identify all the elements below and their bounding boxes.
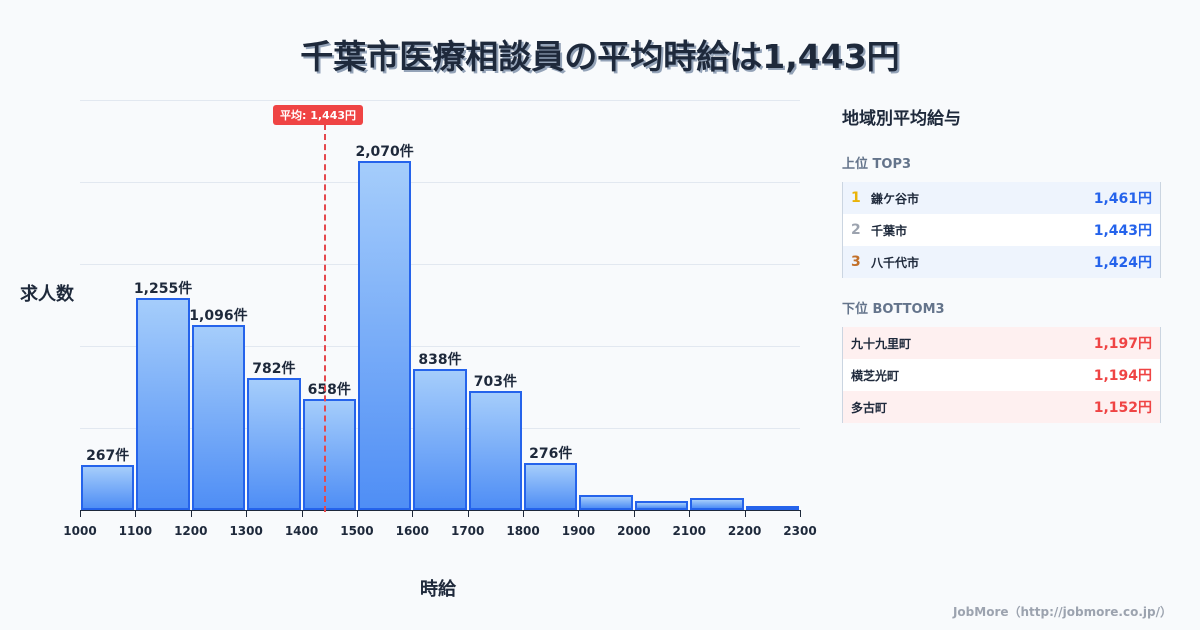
histogram-bar	[468, 391, 523, 510]
x-tick-label: 1500	[340, 524, 374, 538]
x-tick	[744, 510, 746, 517]
histogram-bar	[247, 378, 301, 510]
region-name: 千葉市	[871, 223, 908, 238]
bar-value-label: 276件	[529, 446, 573, 463]
x-tick-label: 1200	[174, 524, 208, 538]
x-tick-label: 2100	[672, 524, 706, 538]
x-tick-label: 1600	[395, 524, 429, 538]
top3-list: 1 鎌ケ谷市 1,461円 2 千葉市 1,443円 3 八千代市 1,424円	[842, 182, 1161, 278]
bottom3-title: 下位 BOTTOM3	[842, 302, 945, 317]
rank-number: 2	[851, 222, 861, 238]
bar-value-label: 782件	[252, 361, 296, 378]
region-name: 横芝光町	[851, 368, 900, 383]
regional-salary-panel: 地域別平均給与 上位 TOP3 1 鎌ケ谷市 1,461円 2 千葉市 1,443円 3 八千…	[842, 100, 1162, 443]
bottom3-list: 九十九里町 1,197円横芝光町 1,194円多古町 1,152円	[842, 327, 1161, 423]
x-axis-label: 時給	[420, 579, 456, 600]
region-name: 九十九里町	[851, 336, 912, 351]
y-axis-label: 求人数	[20, 284, 74, 305]
bar-value-label: 703件	[473, 374, 517, 391]
x-tick	[578, 510, 580, 517]
bar-value-label: 1,096件	[189, 308, 248, 325]
bar-value-label: 658件	[307, 381, 351, 398]
x-tick	[190, 510, 192, 517]
histogram-bar	[690, 498, 744, 510]
x-tick-label: 1300	[229, 524, 263, 538]
x-tick-label: 1700	[450, 524, 485, 538]
rank-number: 1	[851, 190, 861, 206]
bar-value-label: 838件	[418, 351, 462, 368]
top3-title: 上位 TOP3	[842, 157, 912, 172]
histogram-bar	[302, 398, 356, 510]
histogram-bar	[634, 501, 689, 510]
x-tick	[135, 510, 137, 517]
x-tick-label: 1100	[118, 524, 153, 538]
grid-line	[80, 100, 800, 101]
x-tick-label: 1900	[561, 524, 596, 538]
bar-value-label: 1,255件	[133, 281, 193, 298]
x-tick-label: 1800	[506, 524, 540, 538]
grid-line	[80, 182, 800, 183]
histogram-bar	[413, 368, 467, 510]
histogram-bar	[191, 325, 246, 510]
x-tick	[301, 510, 303, 517]
panel-title: 地域別平均給与	[842, 109, 961, 129]
x-tick	[523, 510, 525, 517]
x-tick-label: 1400	[284, 524, 319, 538]
x-tick	[356, 510, 358, 517]
histogram-bar	[524, 463, 578, 510]
grid-line	[80, 346, 800, 347]
histogram-bar	[579, 494, 633, 510]
region-salary: 1,443円	[1093, 223, 1152, 239]
region-salary: 1,461円	[1093, 191, 1152, 207]
x-tick	[412, 510, 414, 517]
page-title: 千葉市医療相談員の平均時給は1,443円	[300, 37, 900, 76]
average-badge: 平均: 1,443円	[273, 105, 364, 125]
x-tick-label: 2000	[617, 524, 651, 538]
region-salary: 1,152円	[1093, 400, 1152, 416]
x-tick-label: 2300	[783, 524, 817, 538]
average-line	[324, 124, 326, 512]
region-row: 2 千葉市 1,443円	[843, 214, 1160, 246]
x-tick	[80, 510, 81, 517]
grid-line	[80, 264, 800, 265]
x-axis	[80, 510, 800, 511]
x-tick	[689, 510, 691, 517]
region-salary: 1,194円	[1093, 368, 1152, 384]
histogram-bar	[357, 160, 412, 510]
footer-credit: JobMore（http://jobmore.co.jp/）	[952, 605, 1172, 619]
histogram-bar	[745, 506, 799, 510]
region-row: 横芝光町 1,194円	[843, 359, 1160, 391]
x-tick	[633, 510, 635, 517]
bar-value-label: 267件	[86, 447, 130, 464]
x-tick	[800, 510, 801, 517]
region-salary: 1,424円	[1093, 255, 1152, 271]
bar-value-label: 2,070件	[355, 143, 414, 160]
region-row: 九十九里町 1,197円	[843, 327, 1160, 359]
region-name: 鎌ケ谷市	[871, 191, 920, 206]
region-row: 多古町 1,152円	[843, 391, 1160, 423]
histogram-bar	[136, 298, 190, 510]
region-name: 多古町	[851, 400, 888, 415]
x-tick	[467, 510, 469, 517]
x-tick	[246, 510, 248, 517]
region-name: 八千代市	[871, 255, 920, 270]
rank-number: 3	[851, 254, 861, 270]
region-row: 1 鎌ケ谷市 1,461円	[843, 182, 1160, 214]
x-tick-label: 1000	[63, 524, 97, 538]
histogram-chart: 求人数 時給 267件 1,255件 1,096件 782件 658件 2,070件 838…	[20, 100, 817, 600]
region-salary: 1,197円	[1093, 336, 1152, 352]
histogram-bar	[81, 464, 135, 510]
region-row: 3 八千代市 1,424円	[843, 246, 1160, 278]
x-tick-label: 2200	[727, 524, 762, 538]
